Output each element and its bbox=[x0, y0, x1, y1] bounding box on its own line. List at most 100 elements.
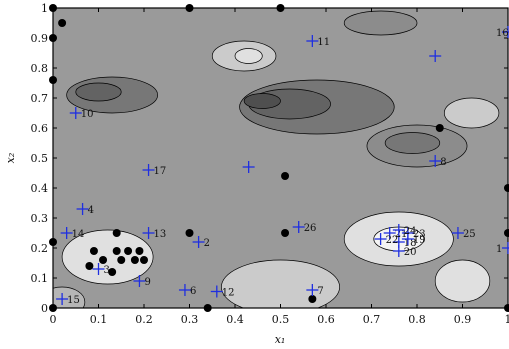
sample-dot bbox=[49, 238, 57, 246]
sample-dot bbox=[85, 262, 94, 270]
sample-dot bbox=[58, 19, 67, 27]
sample-dot bbox=[276, 4, 285, 12]
sample-dot bbox=[504, 184, 509, 192]
axis-ticks: 0 0.1 0.2 0.3 0.4 0.5 0.6 0.7 0.8 0.9 100.10.20.30… bbox=[31, 2, 509, 326]
sample-dot bbox=[108, 268, 117, 276]
point-label: 20 bbox=[404, 247, 417, 258]
point-label: 7 bbox=[317, 286, 323, 297]
labeled-plus-marker bbox=[374, 233, 387, 245]
labeled-plus-marker bbox=[178, 284, 191, 296]
plus-marker bbox=[242, 161, 255, 173]
x-tick-label: 0 bbox=[50, 313, 57, 326]
sample-dot bbox=[140, 256, 148, 264]
point-label: 19 bbox=[413, 235, 426, 246]
x-tick-label: 0.8 bbox=[408, 313, 426, 326]
sample-dot bbox=[435, 124, 444, 132]
sample-dot bbox=[130, 256, 139, 264]
y-tick-label: 0.2 bbox=[31, 242, 49, 255]
labeled-plus-marker bbox=[429, 155, 442, 167]
point-label: 23 bbox=[413, 229, 426, 240]
contour-region bbox=[243, 93, 281, 109]
x-tick-label: 0.9 bbox=[454, 313, 472, 326]
point-label: 3 bbox=[104, 265, 110, 276]
labeled-plus-marker bbox=[210, 285, 223, 298]
sample-dot bbox=[185, 229, 194, 237]
x-tick-label: 0.4 bbox=[226, 313, 244, 326]
labeled-plus-marker bbox=[142, 164, 155, 176]
point-label: 8 bbox=[440, 157, 446, 168]
x-tick-label: 0.2 bbox=[135, 313, 153, 326]
labeled-plus-marker bbox=[92, 263, 105, 275]
sample-dot bbox=[112, 229, 121, 237]
point-label: 26 bbox=[304, 223, 317, 234]
point-label: 14 bbox=[72, 229, 85, 240]
sample-dot bbox=[281, 229, 290, 237]
contour-area bbox=[53, 8, 508, 308]
x-tick-label: 0.5 bbox=[272, 313, 290, 326]
labeled-plus-marker bbox=[451, 227, 464, 239]
x-tick-label: 0.1 bbox=[90, 313, 108, 326]
sample-dot bbox=[308, 295, 317, 303]
labeled-plus-marker bbox=[392, 224, 405, 236]
plus-marker bbox=[429, 50, 442, 62]
contour-region bbox=[443, 97, 500, 129]
point-label: 17 bbox=[154, 166, 167, 177]
sample-dot bbox=[504, 229, 509, 237]
point-label: 10 bbox=[81, 109, 94, 120]
sample-dot bbox=[112, 247, 121, 255]
sample-dot bbox=[49, 304, 57, 312]
y-tick-label: 0.9 bbox=[31, 32, 49, 45]
sample-dot bbox=[185, 4, 194, 12]
y-tick-label: 1 bbox=[41, 2, 48, 15]
labeled-plus-marker bbox=[76, 203, 89, 215]
x-axis-title: x₁ bbox=[275, 333, 286, 346]
x-tick-label: 0.3 bbox=[181, 313, 199, 326]
contour-region bbox=[61, 229, 154, 285]
sample-dot bbox=[124, 247, 133, 255]
sample-dot bbox=[49, 76, 57, 84]
sample-dot bbox=[89, 247, 98, 255]
point-label: 6 bbox=[190, 286, 196, 297]
contour-region bbox=[234, 48, 263, 64]
sample-dot bbox=[99, 256, 108, 264]
x-tick-label: 1 bbox=[505, 313, 509, 326]
point-label: 24 bbox=[404, 226, 417, 237]
labeled-plus-marker bbox=[292, 221, 305, 233]
y-tick-label: 0.3 bbox=[31, 212, 49, 225]
point-label: 11 bbox=[317, 37, 330, 48]
contour-bands bbox=[53, 10, 500, 308]
y-tick-label: 0 bbox=[41, 302, 48, 315]
point-label: 18 bbox=[404, 238, 417, 249]
point-label: 16 bbox=[496, 28, 509, 39]
labeled-plus-marker bbox=[142, 227, 155, 239]
sample-dot bbox=[281, 172, 290, 180]
labeled-plus-marker bbox=[56, 293, 69, 305]
labeled-plus-marker bbox=[192, 236, 205, 248]
labeled-plus-marker bbox=[401, 227, 414, 239]
y-tick-label: 0.6 bbox=[31, 122, 49, 135]
contour-region bbox=[53, 286, 86, 308]
contour-region bbox=[75, 82, 122, 102]
labeled-plus-marker bbox=[133, 275, 146, 287]
sample-dot bbox=[49, 34, 57, 42]
labeled-plus-marker bbox=[383, 227, 396, 239]
labeled-plus-marker bbox=[60, 227, 73, 239]
labeled-plus-marker bbox=[69, 107, 82, 119]
point-label: 4 bbox=[88, 205, 94, 216]
sample-dot bbox=[504, 304, 509, 312]
y-tick-label: 0.7 bbox=[31, 92, 49, 105]
point-label: 25 bbox=[463, 229, 476, 240]
y-tick-label: 0.1 bbox=[31, 272, 49, 285]
labeled-plus-marker bbox=[306, 35, 319, 47]
point-label: 22 bbox=[386, 235, 399, 246]
labeled-plus-marker bbox=[392, 245, 405, 257]
labeled-plus-marker bbox=[306, 284, 319, 296]
x-tick-label: 0.6 bbox=[317, 313, 335, 326]
point-label: 9 bbox=[144, 277, 150, 288]
sample-dot bbox=[203, 304, 212, 312]
point-label: 12 bbox=[222, 288, 235, 299]
contour-region bbox=[434, 259, 491, 303]
contour-region bbox=[343, 10, 418, 36]
sample-dot bbox=[49, 4, 57, 12]
